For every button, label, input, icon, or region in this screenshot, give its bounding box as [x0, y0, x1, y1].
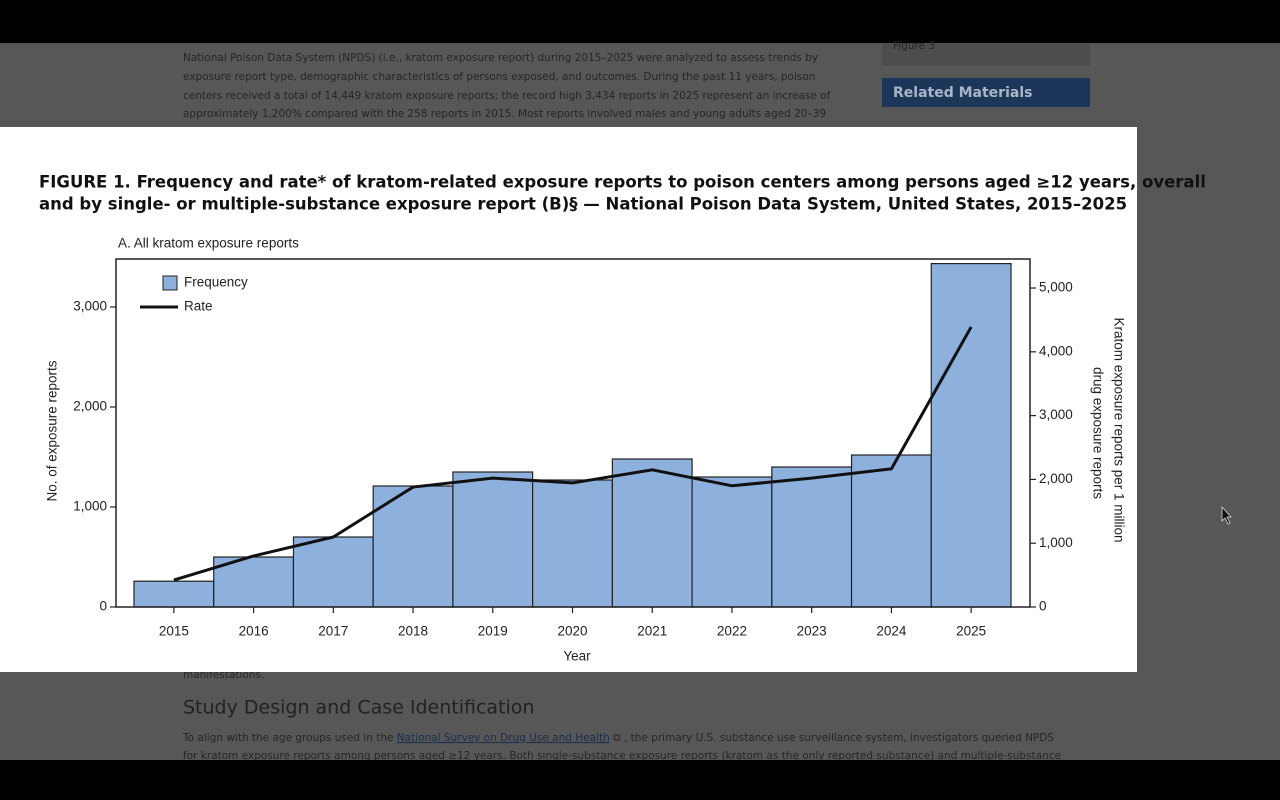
y-tick-label: 2,000	[73, 399, 107, 414]
plot: 0 1,000 2,000 3,000 0 1,000 2,000 3,000 4,000 5,0…	[73, 258, 1073, 639]
related-label[interactable]: Related Materials	[893, 85, 1032, 101]
rate-line	[173, 326, 973, 582]
bar	[691, 476, 773, 608]
y2-tick-label: 3,000	[1039, 407, 1073, 422]
x-tick-label: 2016	[239, 624, 269, 639]
y-tick-label: 0	[99, 599, 107, 614]
x-tick-label: 2020	[557, 624, 587, 639]
x-tick-label: 2015	[159, 624, 189, 639]
article-text: National Poison Data System (NPDS) (i.e.…	[183, 52, 831, 120]
bar	[532, 479, 613, 608]
x-tick-label: 2022	[717, 624, 747, 639]
x-tick-label: 2024	[876, 624, 907, 639]
y-tick-label: 1,000	[73, 499, 107, 514]
x-tick-label: 2021	[637, 624, 667, 639]
legend-label: Frequency	[184, 275, 248, 290]
sidebar-box	[882, 43, 1090, 66]
x-axis-label: Year	[563, 649, 591, 664]
legend-swatch	[162, 275, 178, 291]
bar	[611, 458, 693, 608]
y2-tick-label: 2,000	[1039, 471, 1073, 486]
bar	[133, 580, 215, 608]
y2-tick-label: 5,000	[1039, 280, 1073, 295]
paragraph-line: approximately 1,200% compared with the 2…	[183, 108, 826, 120]
bar	[930, 263, 1012, 608]
bar	[372, 485, 454, 608]
bar	[771, 466, 853, 608]
paragraph-line: To align with the age groups used in the…	[182, 732, 1054, 744]
chart-title: and by single- or multiple-substance exp…	[39, 195, 1127, 214]
x-tick-label: 2025	[956, 624, 986, 639]
y2-tick-label: 1,000	[1039, 535, 1073, 550]
bar	[452, 471, 534, 608]
paragraph-line: exposure report type, demographic charac…	[183, 71, 815, 83]
x-tick-label: 2023	[797, 624, 827, 639]
bar	[292, 536, 374, 608]
bar	[850, 454, 932, 608]
paragraph-line: National Poison Data System (NPDS) (i.e.…	[183, 52, 818, 64]
section-heading: Study Design and Case Identification	[183, 697, 534, 719]
figure-link[interactable]: Figure 3	[893, 40, 935, 52]
paragraph-line: for kratom exposure reports among person…	[183, 750, 1061, 762]
letterbox	[0, 760, 1280, 800]
text: , the primary U.S. substance use surveil…	[624, 732, 1054, 744]
text: To align with the age groups used in the	[182, 732, 393, 744]
related-button[interactable]	[882, 78, 1090, 107]
link[interactable]: National Survey on Drug Use and Health	[397, 732, 610, 744]
y2-axis-label: drug exposure reports	[1090, 367, 1105, 499]
chart-subtitle: A. All kratom exposure reports	[118, 236, 299, 251]
x-tick-label: 2019	[478, 624, 508, 639]
plot-frame	[115, 258, 1031, 608]
y2-tick-label: 4,000	[1039, 343, 1073, 358]
y-tick-label: 3,000	[73, 299, 107, 314]
legend-label: Rate	[184, 299, 213, 314]
y2-axis-label: Kratom exposure reports per 1 million	[1111, 317, 1126, 542]
y2-tick-label: 0	[1039, 599, 1047, 614]
mouse-cursor	[1221, 505, 1232, 525]
x-tick-label: 2017	[318, 624, 348, 639]
chart-title: FIGURE 1. Frequency and rate* of kratom-…	[39, 173, 1206, 192]
y-axis-label: No. of exposure reports	[45, 360, 60, 501]
paragraph-line: centers received a total of 14,449 krato…	[183, 90, 831, 102]
x-tick-label: 2018	[398, 624, 428, 639]
